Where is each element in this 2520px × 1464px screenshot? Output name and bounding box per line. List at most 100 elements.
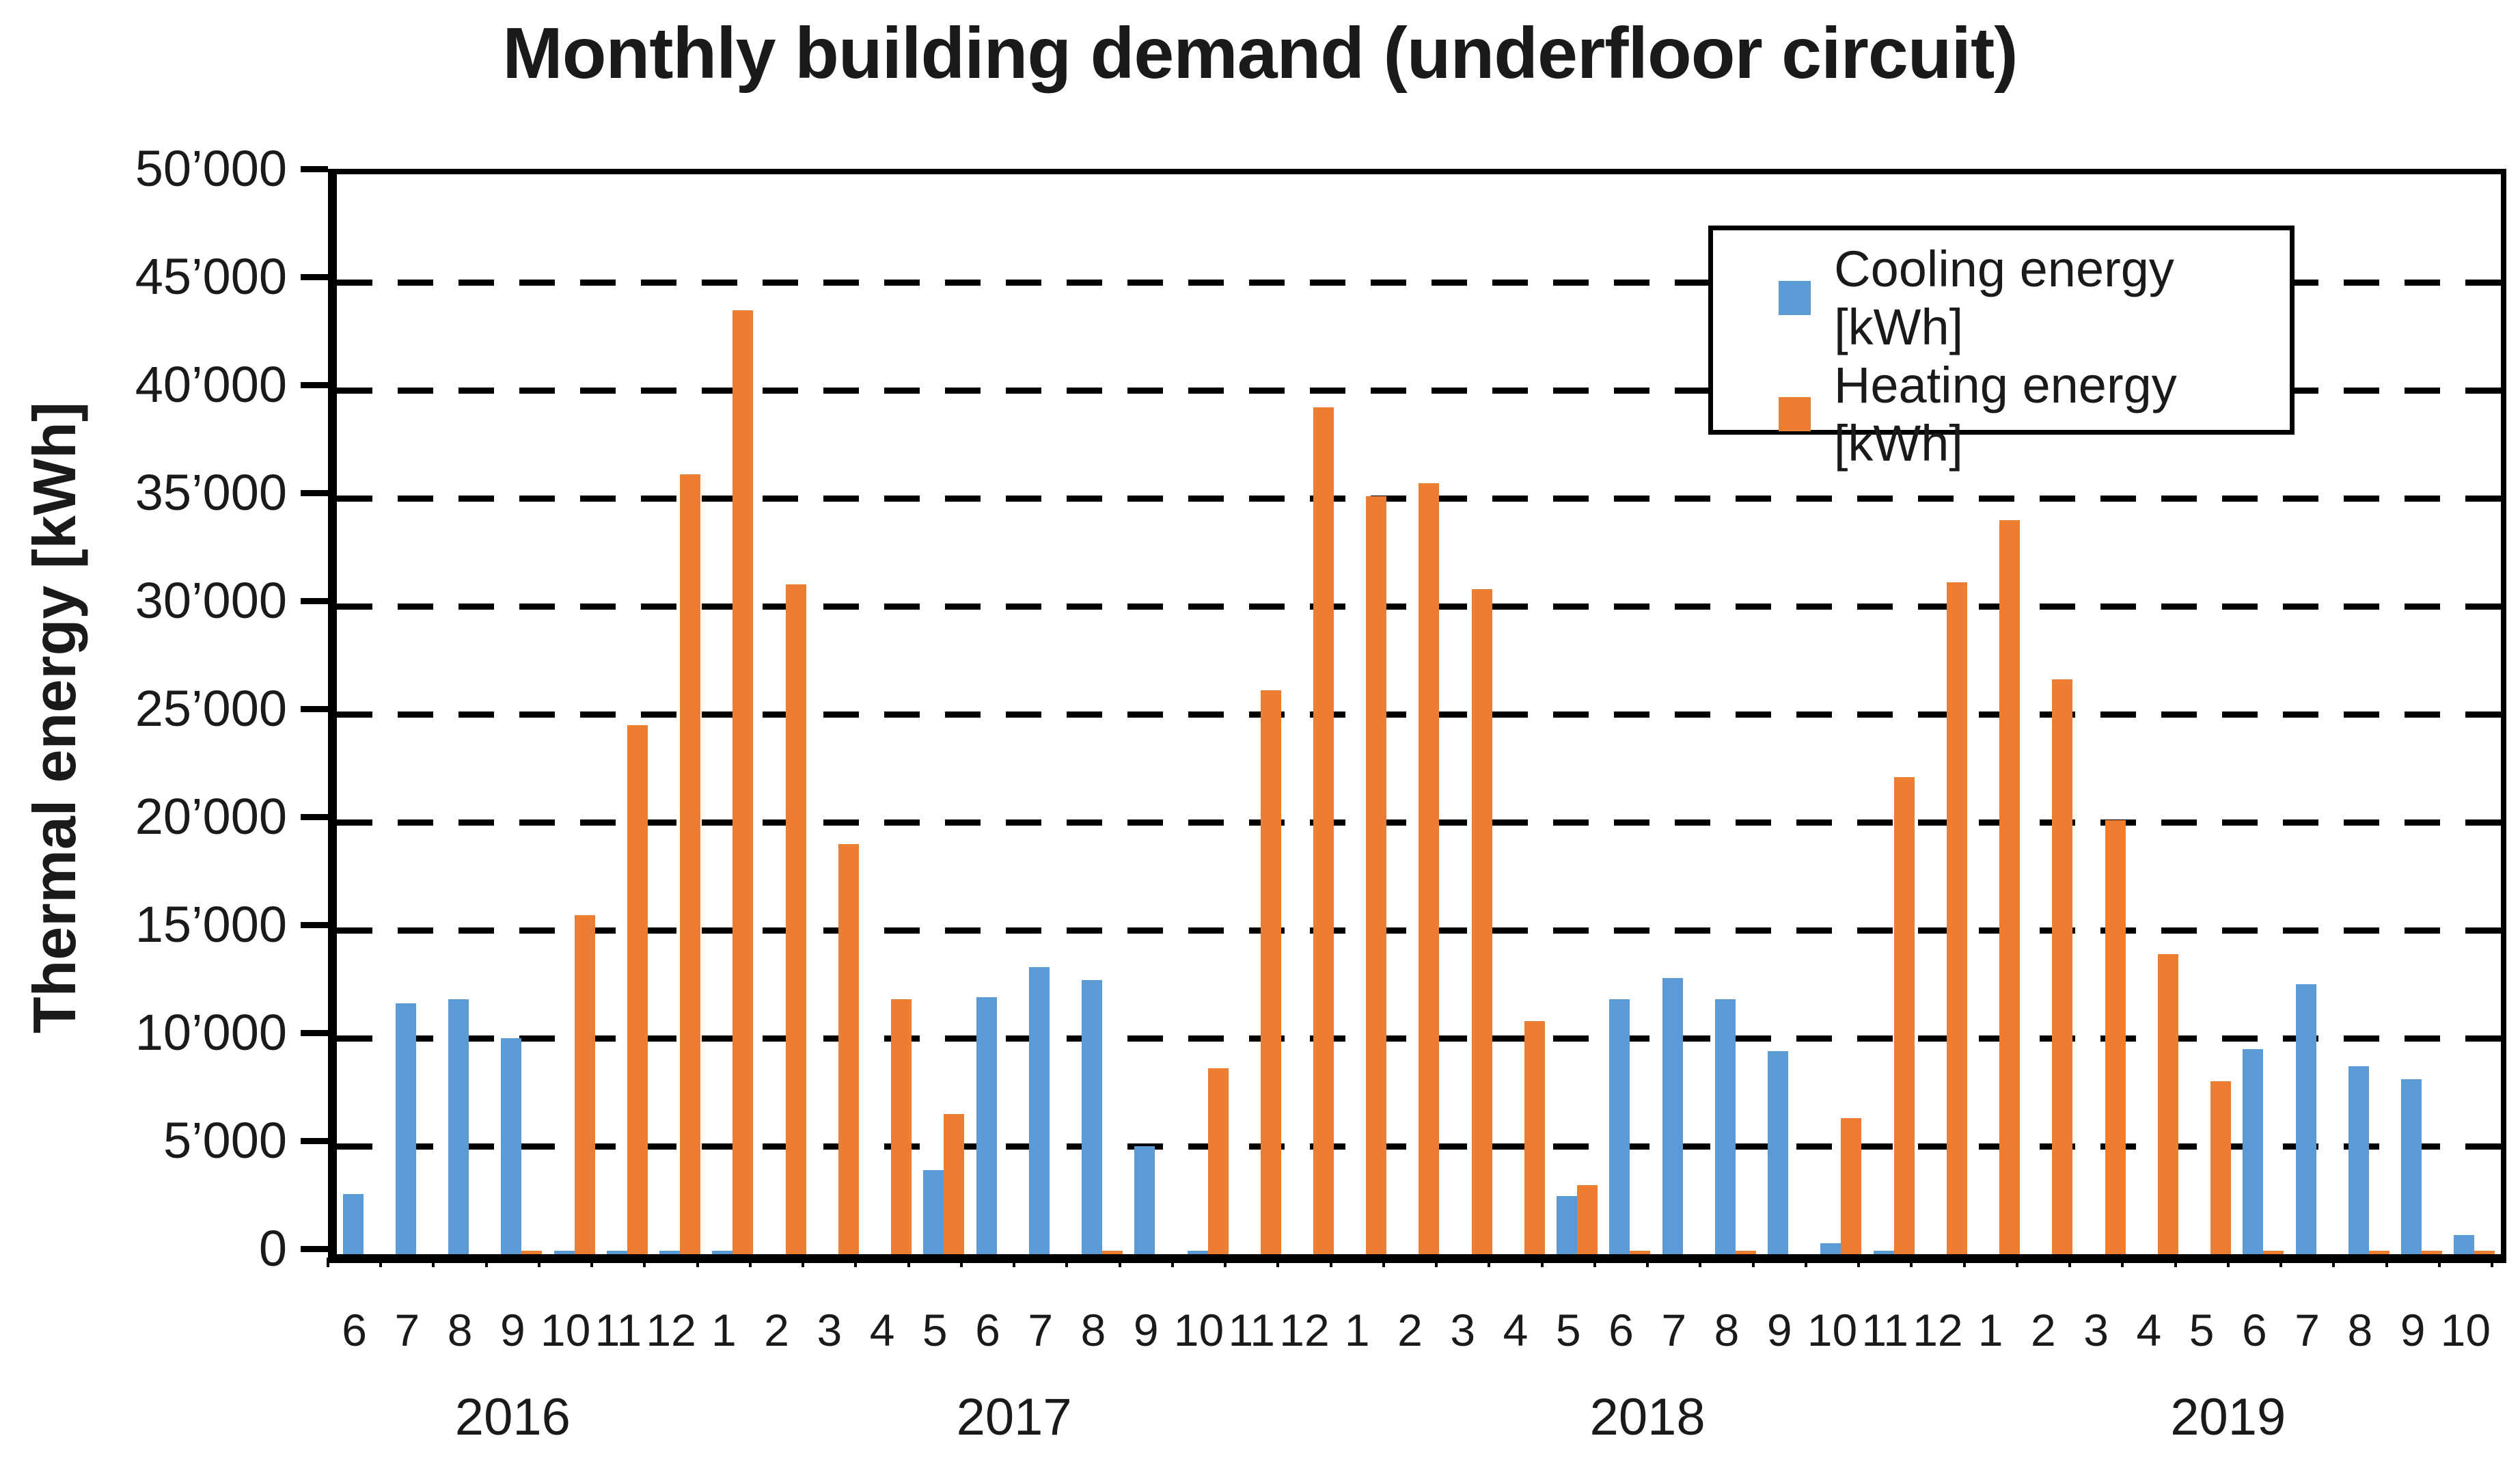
x-axis-tick	[2174, 1258, 2177, 1267]
month-label: 6	[975, 1305, 1000, 1355]
month-bar-group	[1234, 174, 1287, 1254]
y-axis-tick-label: 0	[258, 1220, 287, 1277]
x-axis-tick	[1699, 1258, 1702, 1267]
month-label: 9	[1766, 1305, 1792, 1355]
month-bar-group	[2131, 174, 2184, 1254]
cooling-bar	[1820, 1243, 1841, 1254]
month-bar-group	[1393, 174, 1445, 1254]
y-axis-tick	[301, 814, 328, 820]
x-axis-tick	[907, 1258, 910, 1267]
month-label: 10	[1807, 1305, 1858, 1355]
y-axis-tick-label: 15’000	[135, 896, 287, 953]
month-bar-group	[2026, 174, 2079, 1254]
x-axis-tick	[1382, 1258, 1385, 1267]
y-axis-tick-label: 10’000	[135, 1004, 287, 1061]
month-bar-group	[918, 174, 970, 1254]
cooling-bar	[448, 999, 469, 1254]
y-axis-tick-label: 30’000	[135, 572, 287, 629]
x-axis-tick	[1593, 1258, 1596, 1267]
y-axis-tick	[301, 706, 328, 712]
month-bar-group	[442, 174, 495, 1254]
legend: Cooling energy [kWh] Heating energy [kWh…	[1708, 226, 2295, 472]
month-bar-group	[1076, 174, 1128, 1254]
month-label: 8	[1080, 1305, 1106, 1355]
month-label: 10	[540, 1305, 591, 1355]
x-axis-tick	[2437, 1258, 2441, 1267]
gridline	[337, 388, 2501, 394]
heating-bar	[944, 1113, 965, 1254]
heating-bar	[1207, 1068, 1229, 1254]
heating-bar	[680, 474, 701, 1254]
cooling-bar	[1557, 1195, 1578, 1254]
heating-bar	[1630, 1251, 1651, 1254]
cooling-bar	[553, 1251, 575, 1254]
cooling-bar	[1662, 977, 1683, 1254]
cooling-bar	[1028, 966, 1050, 1254]
x-axis-tick	[1276, 1258, 1280, 1267]
heating-bar	[1577, 1184, 1598, 1254]
month-label: 2	[2031, 1305, 2056, 1355]
month-bar-group	[1445, 174, 1498, 1254]
x-axis-tick	[2015, 1258, 2018, 1267]
y-axis-tick	[301, 382, 328, 388]
month-bar-group	[1181, 174, 1234, 1254]
month-bar-group	[337, 174, 389, 1254]
heating-bar	[732, 310, 754, 1254]
x-axis-tick	[1804, 1258, 1807, 1267]
month-label: 9	[1133, 1305, 1159, 1355]
y-axis-tick-label: 20’000	[135, 788, 287, 845]
legend-label-heating: Heating energy [kWh]	[1833, 357, 2177, 472]
month-label: 4	[869, 1305, 895, 1355]
month-bar-group	[759, 174, 812, 1254]
cooling-bar	[2348, 1066, 2369, 1254]
heating-bar	[2105, 819, 2126, 1254]
month-bar-group	[1023, 174, 1076, 1254]
y-axis-tick	[301, 1030, 328, 1036]
legend-label-cooling: Cooling energy [kWh]	[1834, 241, 2174, 355]
month-label: 12	[646, 1305, 696, 1355]
heating-bar	[521, 1251, 543, 1254]
x-axis-tick	[379, 1258, 383, 1267]
y-axis-tick	[301, 490, 328, 496]
x-axis-tick	[1170, 1258, 1174, 1267]
month-label: 4	[1503, 1305, 1529, 1355]
month-label: 8	[2347, 1305, 2373, 1355]
x-axis-tick	[2121, 1258, 2124, 1267]
month-label: 10	[2440, 1305, 2491, 1355]
heating-bar	[785, 584, 806, 1254]
month-label: 11	[594, 1305, 642, 1355]
month-label: 10	[1173, 1305, 1224, 1355]
month-bar-group	[495, 174, 548, 1254]
month-label: 1	[711, 1305, 737, 1355]
x-axis-tick	[1118, 1258, 1121, 1267]
legend-item-cooling: Cooling energy [kWh]	[1779, 240, 2290, 356]
month-bar-group	[2448, 174, 2501, 1254]
month-bar-group	[707, 174, 759, 1254]
heating-bar	[1524, 1020, 1545, 1254]
month-bar-group	[1867, 174, 1920, 1254]
x-axis-tick	[1540, 1258, 1544, 1267]
month-bar-group	[1762, 174, 1815, 1254]
year-label: 2017	[956, 1388, 1072, 1446]
year-label: 2019	[2170, 1388, 2286, 1446]
month-bar-group	[1551, 174, 1604, 1254]
heating-bar	[1893, 776, 1915, 1254]
month-bar-group	[2237, 174, 2290, 1254]
x-axis-tick	[1962, 1258, 1966, 1267]
x-axis-tick	[748, 1258, 752, 1267]
y-axis-tick-label: 40’000	[135, 356, 287, 413]
heating-bar	[1419, 483, 1440, 1254]
heating-bar	[574, 914, 595, 1254]
cooling-bar	[1609, 999, 1630, 1254]
month-bar-group	[864, 174, 917, 1254]
y-axis-tick-label: 35’000	[135, 464, 287, 521]
heating-swatch-icon	[1779, 397, 1811, 431]
month-bar-group	[548, 174, 601, 1254]
month-label: 7	[394, 1305, 420, 1355]
cooling-bar	[501, 1038, 522, 1254]
month-label: 3	[1450, 1305, 1476, 1355]
y-axis-tick	[301, 1246, 328, 1252]
month-bar-group	[601, 174, 653, 1254]
cooling-bar	[2401, 1079, 2422, 1254]
